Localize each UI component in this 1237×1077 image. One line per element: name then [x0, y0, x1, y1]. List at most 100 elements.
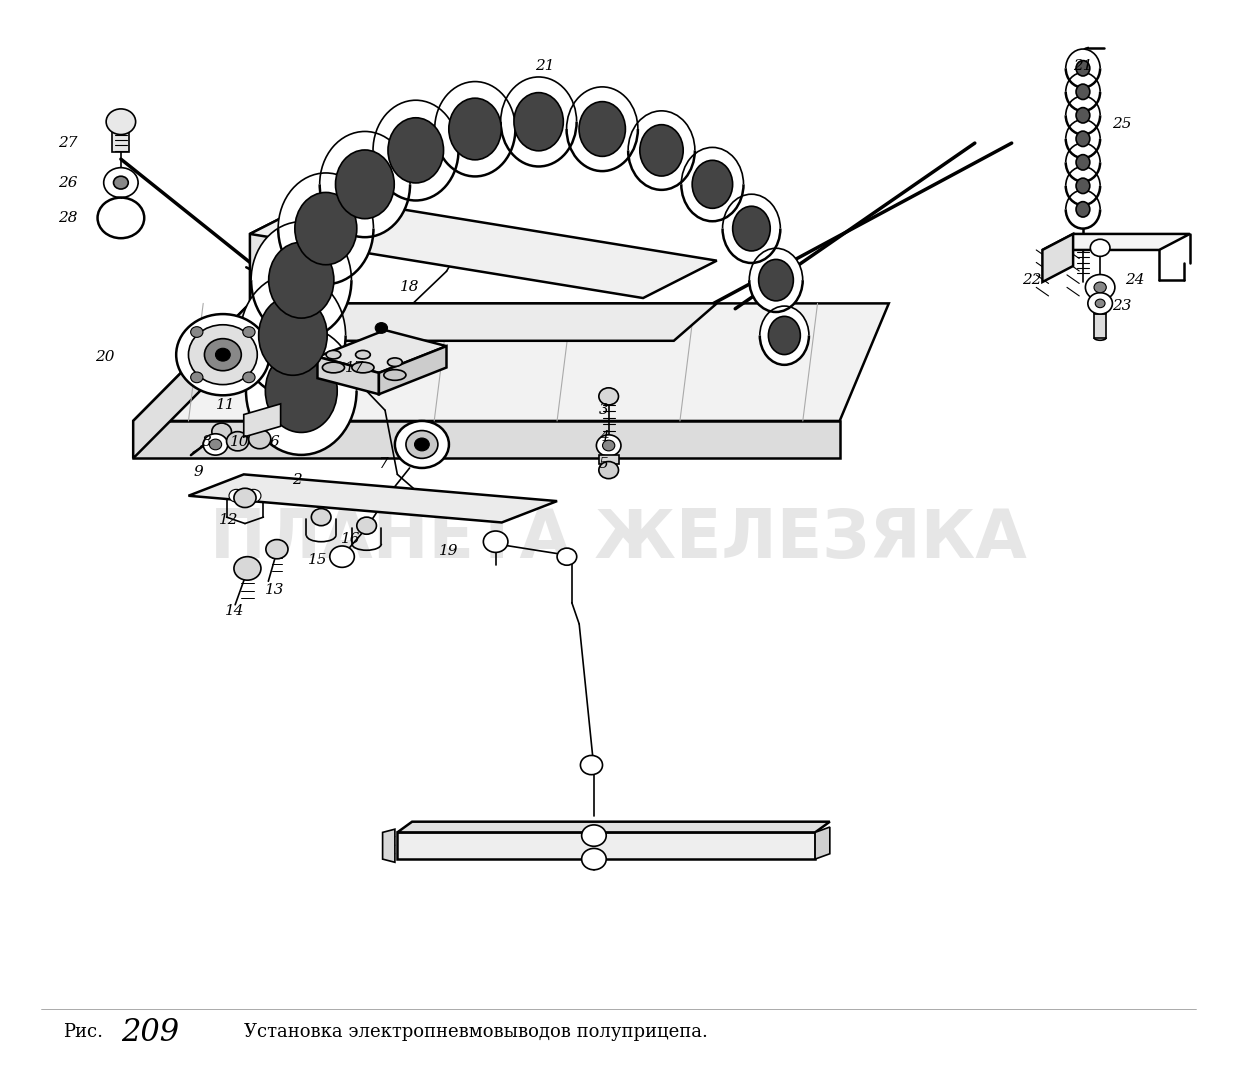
Text: 24: 24	[1124, 272, 1144, 286]
Ellipse shape	[374, 100, 459, 200]
Circle shape	[209, 439, 221, 450]
Text: 15: 15	[308, 553, 328, 567]
Ellipse shape	[1076, 60, 1090, 76]
Text: ПЛАНЕТА ЖЕЛЕЗЯКА: ПЛАНЕТА ЖЕЛЕЗЯКА	[210, 505, 1027, 572]
Text: Рис.: Рис.	[63, 1023, 103, 1041]
Ellipse shape	[240, 275, 345, 396]
Circle shape	[1085, 275, 1115, 300]
Ellipse shape	[388, 117, 444, 183]
Circle shape	[249, 430, 271, 449]
Text: 12: 12	[219, 514, 239, 528]
Ellipse shape	[1076, 178, 1090, 194]
Ellipse shape	[1076, 201, 1090, 218]
Ellipse shape	[251, 222, 351, 338]
Circle shape	[234, 557, 261, 581]
Text: 9: 9	[193, 465, 203, 479]
Circle shape	[599, 462, 618, 478]
Ellipse shape	[355, 350, 370, 359]
Ellipse shape	[1066, 72, 1100, 111]
Circle shape	[414, 438, 429, 451]
Ellipse shape	[722, 194, 781, 263]
Polygon shape	[815, 827, 830, 859]
Ellipse shape	[323, 362, 345, 373]
Ellipse shape	[259, 295, 327, 375]
Circle shape	[106, 109, 136, 135]
Polygon shape	[244, 404, 281, 437]
Ellipse shape	[266, 349, 338, 433]
Ellipse shape	[758, 260, 793, 300]
Circle shape	[190, 326, 203, 337]
Circle shape	[599, 388, 618, 405]
Circle shape	[1095, 299, 1105, 308]
Text: Установка электропневмовыводов полуприцепа.: Установка электропневмовыводов полуприце…	[244, 1023, 708, 1041]
Polygon shape	[1043, 234, 1074, 282]
Ellipse shape	[351, 362, 374, 373]
Circle shape	[581, 825, 606, 847]
Circle shape	[580, 755, 602, 774]
Circle shape	[242, 326, 255, 337]
Text: 14: 14	[225, 604, 245, 618]
Text: 11: 11	[215, 397, 235, 411]
Circle shape	[229, 489, 244, 502]
Circle shape	[114, 177, 129, 190]
Circle shape	[176, 314, 270, 395]
Circle shape	[330, 546, 354, 568]
Ellipse shape	[1076, 131, 1090, 146]
Polygon shape	[134, 304, 889, 421]
Circle shape	[375, 323, 387, 333]
Ellipse shape	[732, 206, 771, 251]
Circle shape	[406, 431, 438, 459]
Ellipse shape	[1076, 108, 1090, 123]
Circle shape	[246, 489, 261, 502]
Ellipse shape	[246, 326, 356, 454]
Circle shape	[226, 432, 249, 451]
Text: 209: 209	[121, 1017, 179, 1048]
Circle shape	[602, 440, 615, 451]
Ellipse shape	[294, 193, 356, 265]
Circle shape	[312, 508, 332, 526]
Text: 10: 10	[230, 435, 250, 449]
Circle shape	[581, 849, 606, 870]
Text: 27: 27	[58, 136, 78, 150]
Circle shape	[190, 372, 203, 382]
Ellipse shape	[682, 148, 743, 221]
Circle shape	[104, 168, 139, 197]
Circle shape	[212, 423, 231, 440]
Text: 5: 5	[599, 457, 609, 471]
Ellipse shape	[501, 76, 576, 167]
Text: 28: 28	[58, 211, 78, 225]
Text: 2: 2	[292, 473, 302, 487]
Circle shape	[557, 548, 576, 565]
Text: 18: 18	[400, 280, 419, 294]
Polygon shape	[379, 346, 447, 394]
Ellipse shape	[768, 317, 800, 354]
Polygon shape	[397, 833, 815, 859]
Ellipse shape	[449, 98, 501, 159]
Ellipse shape	[760, 306, 809, 365]
Circle shape	[215, 348, 230, 361]
Circle shape	[1090, 239, 1110, 256]
Polygon shape	[397, 822, 830, 833]
Ellipse shape	[513, 93, 563, 151]
Circle shape	[1087, 293, 1112, 314]
Polygon shape	[188, 474, 557, 522]
Polygon shape	[250, 196, 716, 298]
Polygon shape	[1094, 314, 1106, 337]
Ellipse shape	[434, 82, 516, 177]
Polygon shape	[599, 456, 618, 464]
Ellipse shape	[1066, 120, 1100, 158]
Text: 21: 21	[536, 59, 554, 73]
Text: 26: 26	[58, 176, 78, 190]
Ellipse shape	[579, 101, 626, 156]
Text: 16: 16	[341, 532, 360, 545]
Circle shape	[234, 488, 256, 507]
Ellipse shape	[1076, 155, 1090, 170]
Circle shape	[266, 540, 288, 559]
Ellipse shape	[327, 350, 341, 359]
Ellipse shape	[1076, 84, 1090, 99]
Circle shape	[356, 517, 376, 534]
Circle shape	[242, 372, 255, 382]
Text: 17: 17	[345, 361, 364, 375]
Polygon shape	[134, 421, 840, 459]
Text: 3: 3	[599, 403, 609, 417]
